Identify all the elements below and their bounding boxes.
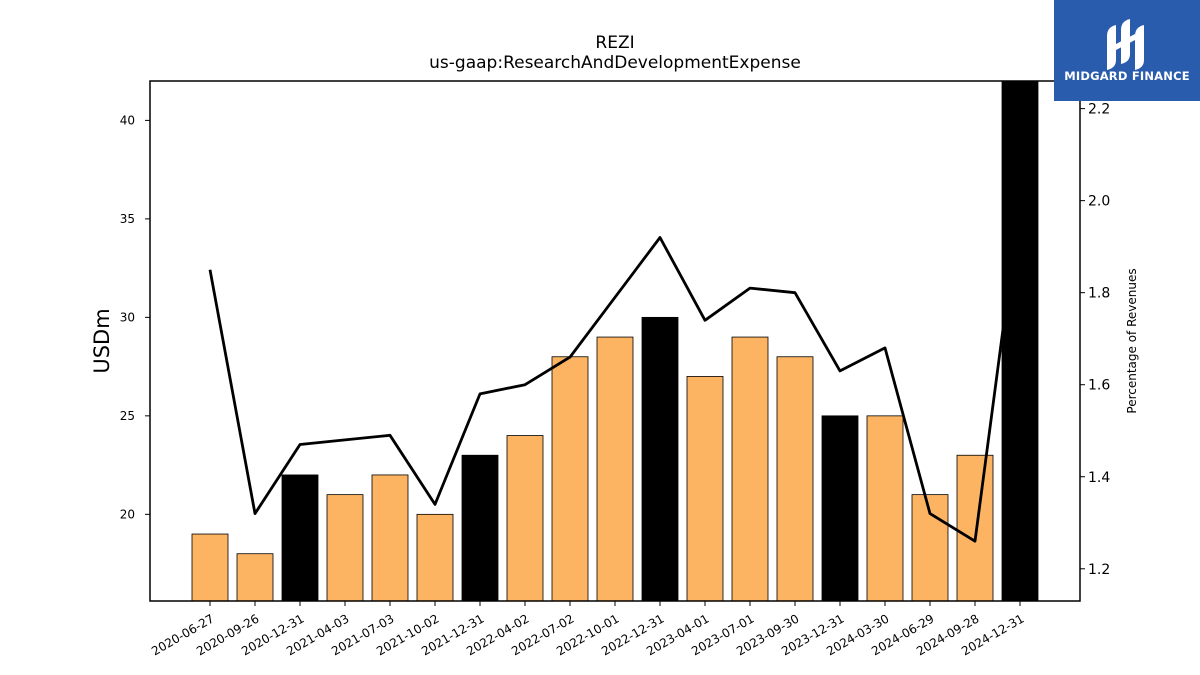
pct-revenue-line	[208, 200, 1022, 543]
y-tick-label-35: 35	[120, 212, 135, 226]
bar-2020-09-26	[236, 553, 274, 602]
y2-axis-label: Percentage of Revenues	[1125, 268, 1139, 413]
midgard-finance-logo: MIDGARD FINANCE	[1054, 0, 1200, 101]
y-axis-label: USDm	[90, 308, 114, 373]
bar-2020-06-27	[191, 533, 229, 602]
chart-title: REZI	[595, 33, 634, 53]
bar-2024-12-31	[1001, 80, 1039, 602]
y-tick-label-40: 40	[120, 113, 135, 127]
bar-2022-07-02	[551, 356, 589, 602]
bar-2021-07-03	[371, 474, 409, 602]
bar-2023-04-01	[686, 376, 724, 602]
line-series	[208, 200, 1022, 543]
bar-2021-04-03	[326, 494, 364, 602]
bar-2024-03-30	[866, 415, 904, 602]
y-tick-label-20: 20	[120, 507, 135, 521]
logo-text: MIDGARD FINANCE	[1064, 69, 1190, 83]
bar-2021-12-31	[461, 454, 499, 602]
x-axis: 2020-06-272020-09-262020-12-312021-04-03…	[149, 601, 1027, 658]
y2-tick-label-2: 2.0	[1088, 194, 1110, 210]
bar-2022-12-31	[641, 316, 679, 602]
bar-2023-07-01	[731, 336, 769, 602]
left-axis: 20 25 30 35 40	[120, 113, 150, 521]
bar-2022-04-02	[506, 435, 544, 602]
y2-tick-label-1.2: 1.2	[1088, 562, 1110, 578]
y2-tick-label-1.4: 1.4	[1088, 470, 1110, 486]
chart-subtitle: us-gaap:ResearchAndDevelopmentExpense	[429, 53, 801, 73]
bar-2023-09-30	[776, 356, 814, 602]
y2-tick-label-1.8: 1.8	[1088, 286, 1110, 302]
logo-mark-icon	[1107, 19, 1144, 70]
y2-tick-label-2.2: 2.2	[1088, 102, 1110, 118]
bar-2022-10-01	[596, 336, 634, 602]
y2-tick-label-1.6: 1.6	[1088, 378, 1110, 394]
bar-2020-12-31	[281, 474, 319, 602]
bar-2024-09-28	[956, 454, 994, 602]
y-tick-label-30: 30	[120, 310, 135, 324]
y-tick-label-25: 25	[120, 409, 135, 423]
bar-2021-10-02	[416, 513, 454, 602]
bar-2023-12-31	[821, 415, 859, 602]
bar-series	[191, 80, 1039, 602]
right-axis: 1.2 1.4 1.6 1.8 2.0 2.2	[1080, 102, 1110, 578]
